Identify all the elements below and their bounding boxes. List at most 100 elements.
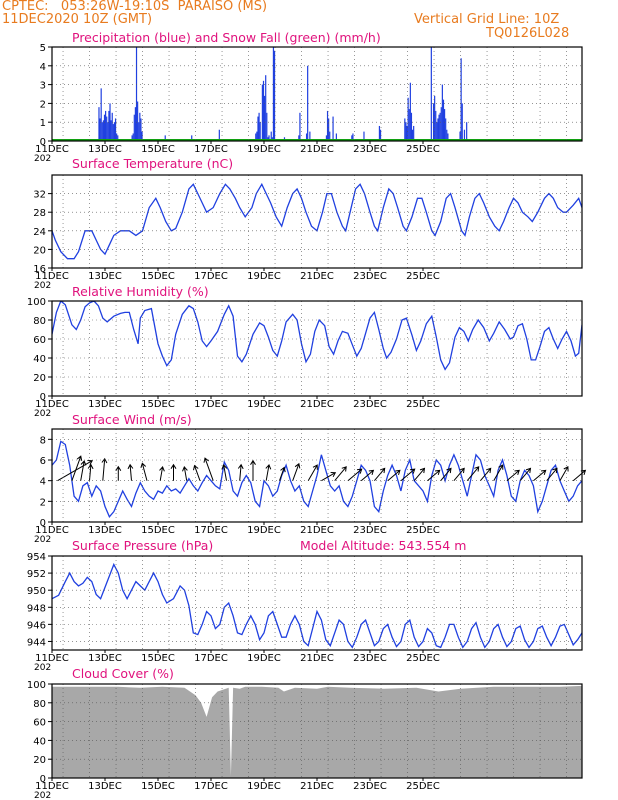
rh-title: Relative Humidity (%): [72, 284, 209, 299]
wind-arrow: [400, 468, 416, 482]
y-tick-label: 944: [27, 637, 46, 648]
y-tick-label: 2: [40, 99, 46, 110]
y-tick-label: 948: [27, 603, 46, 614]
wind-arrow: [250, 459, 256, 481]
precip-bar: [107, 122, 109, 141]
rh-series-line: [52, 301, 582, 371]
precip-bar: [102, 120, 104, 141]
x-tick-label: 15DEC: [141, 271, 175, 282]
cloud-panel: 0 20 40 60 80 100 11DEC 13DEC 15DEC 17DEC 19DEC 21D…: [27, 666, 583, 800]
x-tick-label: 21DEC: [300, 271, 334, 282]
pres-title: Surface Pressure (hPa): [72, 538, 213, 553]
precip-bar: [270, 131, 272, 141]
y-tick-label: 946: [27, 620, 46, 631]
x-tick-label: 25DEC: [406, 271, 440, 282]
wind-arrow: [292, 462, 301, 481]
wind-arrow: [387, 469, 401, 482]
precip-bar: [407, 97, 409, 141]
precip-bar: [466, 122, 468, 141]
precip-bar: [351, 135, 353, 141]
precip-bar: [108, 110, 110, 141]
x-tick-label: 13DEC: [88, 781, 122, 792]
precip-bar: [258, 112, 260, 141]
station-header: CPTEC: 053:26W-19:10S PARAISO (MS): [2, 0, 268, 14]
wind-arrow: [193, 464, 201, 481]
wind-arrow: [559, 465, 569, 481]
precip-bar: [131, 135, 133, 141]
precip-bar: [460, 58, 462, 141]
x-tick-label: 13DEC: [88, 399, 122, 410]
x-year-label: 202: [34, 535, 51, 545]
wind-arrow: [427, 469, 441, 482]
precip-bar: [463, 129, 466, 141]
y-tick-label: 6: [40, 456, 46, 467]
x-tick-label: 17DEC: [194, 781, 228, 792]
precip-bar: [378, 125, 381, 141]
wind-arrow: [440, 467, 452, 482]
precip-bar: [139, 112, 141, 141]
precip-panel: 0 1 2 3 4 5 11DEC 13DEC 15DEC 17DEC 19DEC 21DEC 23DE…: [34, 30, 583, 164]
wind-arrow: [159, 465, 165, 481]
rh-frame: [51, 300, 583, 397]
precip-bar: [459, 131, 461, 141]
precip-bar: [298, 135, 300, 141]
wind-arrow: [334, 466, 347, 482]
precip-bar: [272, 47, 275, 141]
wind-arrow: [546, 467, 558, 482]
x-tick-label: 21DEC: [300, 653, 334, 664]
run-header: 11DEC2020 10Z (GMT): [2, 12, 153, 27]
precip-bar: [164, 135, 166, 141]
wind-panel: 0 2 4 6 8 11DEC 13DEC 15DEC 17DEC 19DEC 21DEC 23DEC…: [34, 412, 587, 545]
precip-bar: [446, 129, 448, 141]
precip-bar: [266, 112, 268, 141]
x-tick-label: 21DEC: [300, 144, 334, 155]
wind-arrow: [80, 460, 87, 481]
y-tick-label: 32: [33, 190, 46, 201]
x-tick-label: 21DEC: [300, 781, 334, 792]
x-tick-label: 11DEC: [35, 399, 69, 410]
precip-bar: [299, 112, 301, 141]
x-tick-label: 19DEC: [247, 781, 281, 792]
wind-title: Surface Wind (m/s): [72, 412, 192, 427]
precip-bar: [138, 122, 140, 141]
temp-series-line: [52, 182, 582, 260]
wind-arrow: [493, 464, 504, 481]
x-tick-label: 25DEC: [406, 525, 440, 536]
precip-bar: [335, 133, 337, 141]
y-tick-label: 3: [40, 81, 46, 92]
y-tick-label: 80: [33, 699, 46, 710]
x-tick-label: 17DEC: [194, 525, 228, 536]
x-tick-label: 15DEC: [141, 525, 175, 536]
precip-bar: [135, 47, 138, 141]
precip-bar: [103, 114, 106, 141]
precip-bar: [133, 114, 135, 141]
precip-bar: [261, 84, 263, 141]
wind-arrow: [203, 457, 214, 481]
x-tick-label: 13DEC: [88, 271, 122, 282]
precip-bar: [326, 110, 329, 141]
wind-arrow: [237, 463, 244, 481]
y-tick-label: 950: [27, 586, 46, 597]
x-tick-label: 17DEC: [194, 653, 228, 664]
x-tick-label: 17DEC: [194, 271, 228, 282]
y-tick-label: 60: [33, 718, 46, 729]
precip-bar: [363, 131, 365, 141]
wind-arrow: [307, 464, 318, 481]
precip-bar: [352, 133, 354, 141]
y-tick-label: 4: [40, 62, 46, 73]
y-tick-label: 40: [33, 736, 46, 747]
precip-bar: [440, 107, 442, 141]
y-tick-label: 1: [40, 118, 46, 129]
precip-bar: [305, 133, 308, 141]
x-tick-label: 23DEC: [353, 525, 387, 536]
cloud-cover-area: [52, 685, 582, 778]
y-tick-label: 20: [33, 755, 46, 766]
precip-bar: [442, 99, 445, 141]
x-tick-label: 25DEC: [406, 144, 440, 155]
precip-bar: [436, 122, 438, 141]
precip-bar: [309, 131, 311, 141]
pres-annotation: Model Altitude: 543.554 m: [300, 538, 466, 553]
y-tick-label: 20: [33, 373, 46, 384]
temp-panel: 16 20 24 28 32 11DEC 13DEC 15DEC 17DEC 19DEC 21DEC…: [33, 156, 583, 291]
